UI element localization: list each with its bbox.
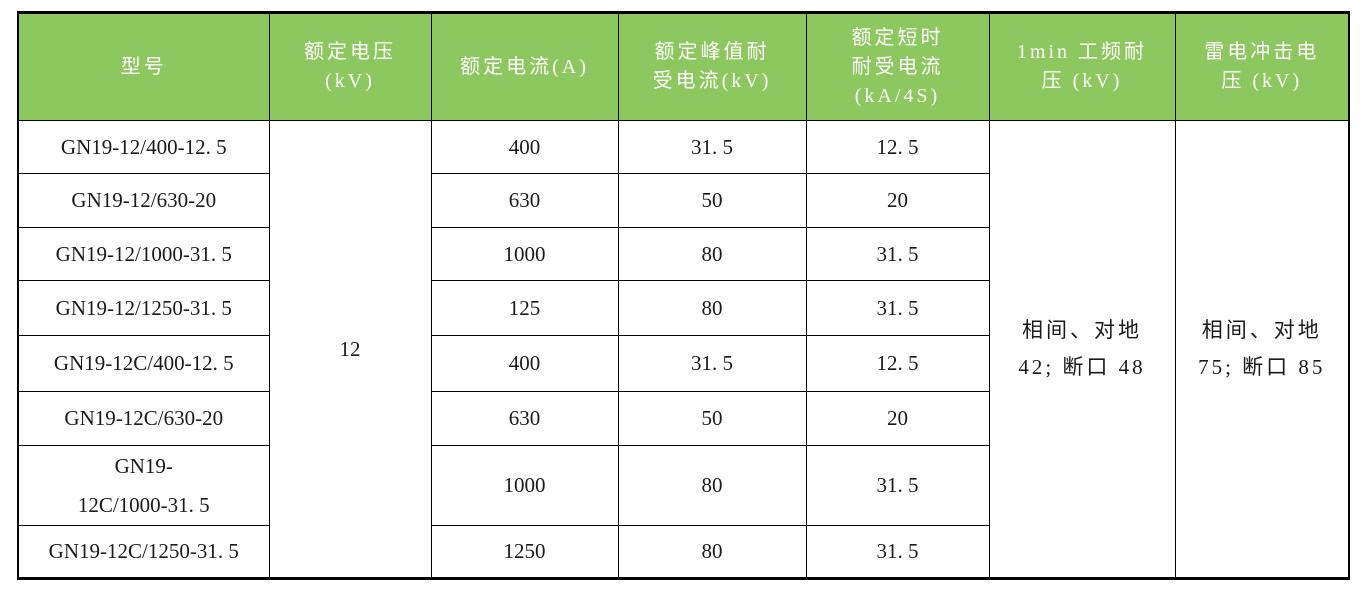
table-row: GN19-12C/630-20 630 50 20 <box>17 391 1349 446</box>
rated-current-cell: 1250 <box>430 525 619 579</box>
header-line: 耐受电流 <box>851 55 944 78</box>
col-header-power-freq: 1min 工频耐 压 (kV) <box>988 12 1176 121</box>
col-header-peak-withstand: 额定峰值耐 受电流(kV) <box>617 12 807 121</box>
table-row: GN19- 12C/1000-31. 5 1000 80 31. 5 <box>17 445 1349 526</box>
short-time-cell: 12. 5 <box>805 120 990 174</box>
lightning-impulse-merged-cell: 相间、对地 75; 断口 85 <box>1174 120 1350 579</box>
header-line: 额定峰值耐 <box>654 41 770 63</box>
header-line: 雷电冲击电 <box>1204 41 1320 63</box>
col-header-lightning: 雷电冲击电 压 (kV) <box>1174 12 1350 121</box>
model-cell: GN19-12C/1250-31. 5 <box>17 525 270 579</box>
short-time-cell: 31. 5 <box>805 525 990 579</box>
rated-current-cell: 630 <box>430 173 619 228</box>
model-cell: GN19-12/400-12. 5 <box>17 120 270 174</box>
short-time-cell: 20 <box>805 391 990 446</box>
header-line: (kV) <box>325 70 375 92</box>
peak-withstand-cell: 80 <box>617 227 807 281</box>
rated-current-cell: 630 <box>430 391 619 446</box>
peak-withstand-cell: 50 <box>617 173 807 228</box>
peak-withstand-cell: 80 <box>617 445 807 526</box>
rated-current-cell: 400 <box>430 120 619 174</box>
model-cell: GN19-12/630-20 <box>17 173 270 228</box>
short-time-cell: 31. 5 <box>805 227 990 281</box>
rated-current-cell: 125 <box>430 280 619 336</box>
col-header-rated-current: 额定电流(A) <box>430 12 619 121</box>
model-cell: GN19-12C/400-12. 5 <box>17 335 270 392</box>
lightning-impulse-line2: 75; 断口 85 <box>1198 355 1326 379</box>
table-row: GN19-12/630-20 630 50 20 <box>17 173 1349 228</box>
header-line: 压 (kV) <box>1221 70 1303 92</box>
spec-table-container: 型号 额定电压 (kV) 额定电流(A) 额定峰值耐 受电流(kV) 额定短时 <box>17 11 1350 580</box>
short-time-cell: 20 <box>805 173 990 228</box>
col-header-rated-voltage: 额定电压 (kV) <box>268 12 432 121</box>
spec-table: 型号 额定电压 (kV) 额定电流(A) 额定峰值耐 受电流(kV) 额定短时 <box>17 11 1350 580</box>
model-cell: GN19- 12C/1000-31. 5 <box>17 445 270 526</box>
peak-withstand-cell: 31. 5 <box>617 335 807 392</box>
rated-current-cell: 400 <box>430 335 619 392</box>
rated-current-cell: 1000 <box>430 445 619 526</box>
header-line: 受电流(kV) <box>652 70 772 92</box>
model-cell: GN19-12C/630-20 <box>17 391 270 446</box>
power-frequency-line1: 相间、对地 <box>1022 318 1142 343</box>
rated-voltage-merged-cell: 12 <box>268 120 432 579</box>
peak-withstand-cell: 31. 5 <box>617 120 807 174</box>
power-frequency-line2: 42; 断口 48 <box>1018 355 1146 379</box>
table-row: GN19-12/1250-31. 5 125 80 31. 5 <box>17 280 1349 336</box>
short-time-cell: 12. 5 <box>805 335 990 392</box>
header-row: 型号 额定电压 (kV) 额定电流(A) 额定峰值耐 受电流(kV) 额定短时 <box>17 12 1350 121</box>
table-row: GN19-12/1000-31. 5 1000 80 31. 5 <box>17 227 1349 281</box>
table-row: GN19-12C/1250-31. 5 1250 80 31. 5 <box>17 525 1349 579</box>
col-header-short-time: 额定短时 耐受电流 (kA/4S) <box>805 12 990 121</box>
model-cell: GN19-12/1250-31. 5 <box>17 280 270 336</box>
header-line: 型号 <box>120 55 167 78</box>
lightning-impulse-line1: 相间、对地 <box>1201 318 1322 343</box>
header-line: 额定电流(A) <box>460 55 589 78</box>
peak-withstand-cell: 80 <box>617 280 807 336</box>
peak-withstand-cell: 50 <box>617 391 807 446</box>
header-line: 额定短时 <box>851 26 944 49</box>
header-line: 压 (kV) <box>1041 70 1123 92</box>
header-line: 额定电压 <box>304 41 396 63</box>
header-line: (kA/4S) <box>854 84 941 107</box>
peak-withstand-cell: 80 <box>617 525 807 579</box>
rated-current-cell: 1000 <box>430 227 619 281</box>
power-frequency-merged-cell: 相间、对地 42; 断口 48 <box>988 120 1176 579</box>
header-line: 1min 工频耐 <box>1016 41 1148 63</box>
table-row: GN19-12/400-12. 5 12 400 31. 5 12. 5 相间、… <box>17 120 1350 579</box>
short-time-cell: 31. 5 <box>805 445 990 526</box>
col-header-model: 型号 <box>17 12 270 121</box>
model-cell: GN19-12/1000-31. 5 <box>17 227 270 281</box>
table-row: GN19-12C/400-12. 5 400 31. 5 12. 5 <box>17 335 1349 392</box>
short-time-cell: 31. 5 <box>805 280 990 336</box>
